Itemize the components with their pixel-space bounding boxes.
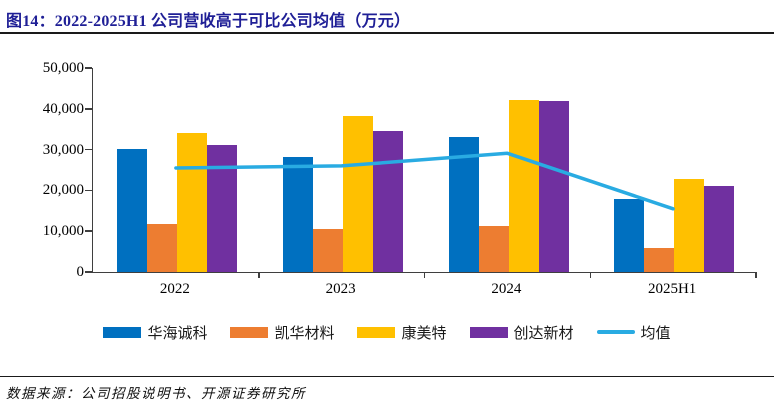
y-axis-label: 20,000: [42, 182, 84, 199]
x-axis-label-2023: 2023: [325, 281, 356, 297]
bar-华海诚科-2023: [282, 156, 313, 272]
bar-创达新材-2024: [538, 101, 569, 272]
legend-label: 凯华材料: [274, 325, 335, 342]
legend-item-均值: 均值: [596, 322, 671, 343]
bar-华海诚科-2022: [117, 148, 147, 272]
y-axis-tick: [85, 108, 92, 110]
y-axis-tick: [85, 230, 92, 232]
x-axis-tick: [589, 272, 591, 278]
legend-item-华海诚科: 华海诚科: [103, 322, 207, 343]
bar-华海诚科-2025H1: [614, 199, 645, 272]
legend-item-创达新材: 创达新材: [469, 322, 574, 343]
footer-divider: [0, 376, 774, 378]
legend-label: 创达新材: [513, 325, 574, 342]
legend-label: 均值: [640, 325, 671, 342]
x-axis-tick: [258, 272, 260, 278]
y-axis-label: 10,000: [42, 223, 84, 240]
legend-swatch-icon: [357, 326, 396, 338]
y-axis-tick: [85, 148, 92, 151]
x-axis-label-2022: 2022: [159, 281, 190, 297]
x-axis-tick: [423, 272, 426, 278]
bar-凯华材料-2022: [147, 223, 177, 272]
legend-label: 华海诚科: [147, 325, 208, 342]
bar-康美特-2025H1: [674, 179, 705, 272]
bar-康美特-2022: [177, 133, 207, 272]
y-axis-label: 50,000: [42, 60, 84, 76]
bar-康美特-2023: [342, 115, 373, 272]
bar-康美特-2024: [508, 99, 539, 272]
y-axis-tick: [85, 271, 92, 273]
bar-创达新材-2025H1: [704, 186, 735, 272]
figure-title: 图14：2022-2025H1 公司营收高于可比公司均值（万元）: [6, 13, 411, 30]
legend-swatch-icon: [103, 326, 142, 338]
bar-凯华材料-2025H1: [644, 247, 675, 272]
legend-line-icon: [596, 330, 635, 334]
mean-line-path: [174, 151, 675, 211]
mean-line: [174, 151, 675, 211]
legend-item-康美特: 康美特: [357, 322, 447, 343]
legend-swatch-icon: [469, 326, 508, 338]
y-axis-tick: [85, 67, 92, 69]
bar-创达新材-2023: [372, 131, 403, 272]
title-divider: [0, 32, 774, 34]
legend-swatch-icon: [230, 326, 269, 338]
y-axis-tick: [85, 189, 92, 192]
legend-label: 康美特: [401, 325, 447, 342]
bar-凯华材料-2024: [478, 225, 509, 272]
bar-华海诚科-2024: [448, 137, 479, 272]
plot-area: [92, 68, 757, 278]
y-axis-label: 0: [76, 264, 85, 280]
x-axis-label-2025H1: 2025H1: [647, 281, 697, 297]
legend-item-凯华材料: 凯华材料: [230, 322, 334, 343]
y-axis-label: 40,000: [42, 100, 84, 117]
bar-凯华材料-2023: [312, 229, 343, 272]
y-axis-label: 30,000: [42, 141, 84, 158]
legend: 华海诚科 凯华材料 康美特 创达新材 均值: [0, 320, 774, 344]
x-axis-label-2024: 2024: [491, 281, 522, 297]
source-note: 数据来源：公司招股说明书、开源证券研究所: [6, 386, 306, 401]
x-axis-tick: [755, 272, 757, 278]
